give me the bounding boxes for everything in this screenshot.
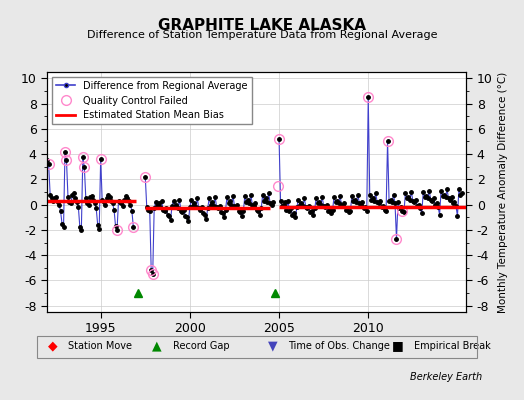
Text: Empirical Break: Empirical Break (414, 341, 490, 351)
Text: Berkeley Earth: Berkeley Earth (410, 372, 482, 382)
Text: Difference of Station Temperature Data from Regional Average: Difference of Station Temperature Data f… (87, 30, 437, 40)
Text: Station Move: Station Move (68, 341, 132, 351)
Legend: Difference from Regional Average, Quality Control Failed, Estimated Station Mean: Difference from Regional Average, Qualit… (52, 77, 252, 124)
Text: ■: ■ (392, 340, 404, 352)
Text: Record Gap: Record Gap (173, 341, 230, 351)
Text: ▼: ▼ (268, 340, 277, 352)
Text: Time of Obs. Change: Time of Obs. Change (288, 341, 390, 351)
Text: ▲: ▲ (152, 340, 162, 352)
Y-axis label: Monthly Temperature Anomaly Difference (°C): Monthly Temperature Anomaly Difference (… (498, 71, 508, 313)
Text: ◆: ◆ (48, 340, 57, 352)
Text: GRAPHITE LAKE ALASKA: GRAPHITE LAKE ALASKA (158, 18, 366, 33)
